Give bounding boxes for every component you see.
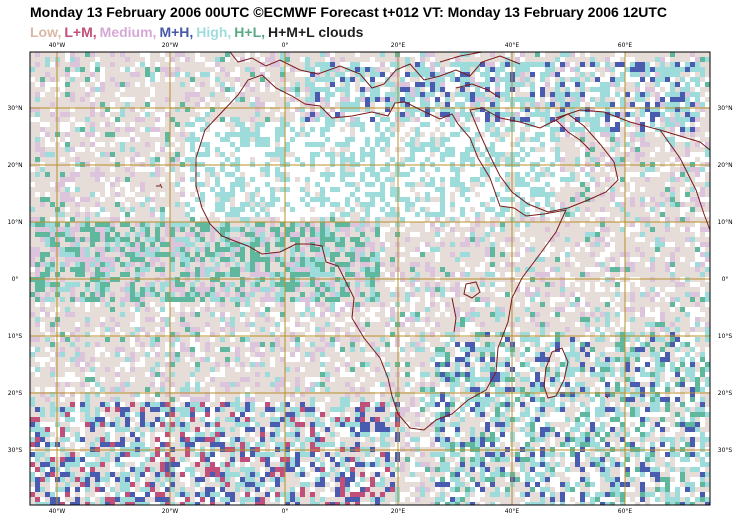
lake-victoria <box>463 281 481 299</box>
longitude-label: 0° <box>282 42 289 49</box>
longitude-label: 40°E <box>505 508 520 515</box>
legend-item: L+M, <box>64 24 97 40</box>
gulf-coastline <box>555 119 591 151</box>
india-coastline <box>659 129 710 231</box>
latitude-label: 10°S <box>8 333 23 340</box>
legend-item: H+L, <box>234 24 266 40</box>
iran-coastline <box>555 109 710 151</box>
africa-coastline <box>195 74 567 431</box>
latitude-label: 30°N <box>717 105 732 112</box>
longitude-label: 20°W <box>162 42 179 49</box>
chart-title: Monday 13 February 2006 00UTC ©ECMWF For… <box>30 4 668 20</box>
cloud-field <box>30 52 710 505</box>
longitude-label: 40°W <box>49 42 66 49</box>
cape-verde <box>156 183 163 189</box>
longitude-label: 20°E <box>391 42 406 49</box>
legend-item: Low, <box>30 24 62 40</box>
madagascar-coastline <box>543 347 569 399</box>
latitude-label: 10°S <box>718 333 733 340</box>
latitude-label: 0° <box>722 276 729 283</box>
latitude-label: 20°N <box>7 162 22 169</box>
arabia-coastline <box>469 107 619 213</box>
legend-item: High, <box>196 24 232 40</box>
latitude-label: 10°N <box>7 219 22 226</box>
map-frame <box>29 51 711 506</box>
latitude-label: 30°S <box>8 447 23 454</box>
longitude-label: 20°E <box>391 508 406 515</box>
axis-labels: 40°W 40°W 20°W 20°W 0° 0° 20°E 20°E 40°E 40°E 60°E… <box>7 42 732 515</box>
cloud-legend: Low, L+M, Medium, M+H, High, H+L, H+M+L clouds <box>30 24 366 40</box>
europe-coastline <box>229 52 521 89</box>
turkey-coastline <box>439 52 501 99</box>
legend-item: Medium, <box>99 24 157 40</box>
latitude-label: 20°N <box>717 162 732 169</box>
longitude-label: 20°W <box>162 508 179 515</box>
longitude-label: 40°E <box>505 42 520 49</box>
coastlines <box>156 52 710 431</box>
lake-tanganyika <box>451 297 457 333</box>
longitude-label: 40°W <box>49 508 66 515</box>
longitude-label: 60°E <box>618 42 633 49</box>
latitude-label: 0° <box>12 276 19 283</box>
latitude-label: 30°N <box>7 105 22 112</box>
longitude-label: 60°E <box>618 508 633 515</box>
longitude-label: 0° <box>282 508 289 515</box>
latitude-label: 30°S <box>718 447 733 454</box>
legend-item: H+M+L clouds <box>268 24 364 40</box>
latitude-label: 20°S <box>718 390 733 397</box>
latitude-label: 10°N <box>717 219 732 226</box>
mauritius <box>605 395 609 399</box>
legend-item: M+H, <box>159 24 194 40</box>
lat-lon-grid <box>30 52 710 505</box>
latitude-label: 20°S <box>8 390 23 397</box>
